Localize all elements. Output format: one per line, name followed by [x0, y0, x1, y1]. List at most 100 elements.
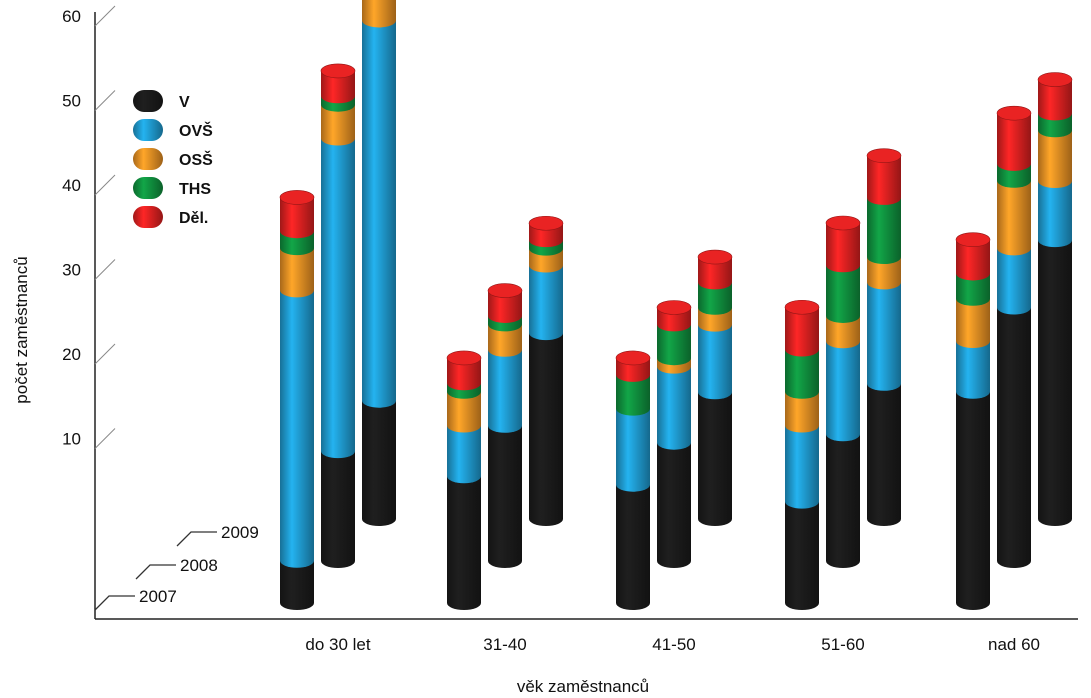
legend-swatch — [133, 119, 163, 141]
y-tick-label: 60 — [62, 7, 81, 26]
y-tick-mark — [94, 174, 116, 196]
bar-segment-d-l-do-30-let-2007: Děl. do 30 let 2007: 4 — [280, 197, 314, 239]
bar-segment-d-l-31-40-2008: Děl. 31-40 2008: 3 — [488, 290, 522, 323]
y-tick-label: 50 — [62, 92, 81, 111]
bar-cap-51-60-2008 — [825, 215, 861, 231]
bar-cap-nad-60-2007 — [955, 232, 991, 247]
bar-segment-v-31-40-2009: V 31-40 2009: 22 — [529, 333, 563, 526]
bar-segment-d-l-51-60-2007: Děl. 51-60 2007: 5 — [785, 307, 819, 357]
bar-segment-os-nad-60-2007: OSŠ nad 60 2007: 5 — [956, 298, 990, 349]
x-tick-label-do-30-let: do 30 let — [305, 635, 370, 654]
bar-segment-v-31-40-2008: V 31-40 2008: 16 — [488, 425, 522, 568]
bar-segment-ths-41-50-2007: THS 41-50 2007: 4 — [616, 374, 650, 416]
bar-31-40-2009: V 31-40 2009: 22OVŠ 31-40 2009: 8OSŠ 31-… — [528, 215, 564, 526]
bar-segment-ov-nad-60-2008: OVŠ nad 60 2008: 7 — [997, 248, 1031, 315]
bar-segment-d-l-nad-60-2009: Děl. nad 60 2009: 4 — [1038, 79, 1072, 121]
bar-nad-60-2009: V nad 60 2009: 33OVŠ nad 60 2009: 7OSŠ n… — [1037, 72, 1073, 526]
bar-do-30-let-2009: V do 30 let 2009: 14OVŠ do 30 let 2009: … — [362, 0, 396, 526]
x-tick-label-31-40: 31-40 — [483, 635, 526, 654]
bar-segment-os-do-30-let-2009: OSŠ do 30 let 2009: 5 — [362, 0, 396, 28]
legend-label: V — [179, 94, 190, 111]
bar-cap-do-30-let-2007 — [279, 190, 315, 205]
bar-segment-os-31-40-2007: OSŠ 31-40 2007: 4 — [447, 391, 481, 433]
bar-segment-ths-41-50-2009: THS 41-50 2009: 3 — [698, 282, 732, 315]
y-tick-label: 10 — [62, 430, 81, 449]
bar-cap-41-50-2008 — [656, 300, 692, 315]
bar-nad-60-2007: V nad 60 2007: 25OVŠ nad 60 2007: 6OSŠ n… — [955, 232, 991, 610]
bar-segment-v-51-60-2008: V 51-60 2008: 15 — [826, 434, 860, 568]
y-tick-label: 40 — [62, 176, 81, 195]
bar-segment-v-nad-60-2007: V nad 60 2007: 25 — [956, 391, 990, 610]
bar-segment-d-l-nad-60-2007: Děl. nad 60 2007: 4 — [956, 239, 990, 281]
bar-segment-os-51-60-2007: OSŠ 51-60 2007: 4 — [785, 391, 819, 433]
bar-segment-ov-51-60-2009: OVŠ 51-60 2009: 12 — [867, 282, 901, 391]
bar-segment-d-l-51-60-2009: Děl. 51-60 2009: 5 — [867, 155, 901, 205]
bar-segment-os-do-30-let-2007: OSŠ do 30 let 2007: 5 — [280, 248, 314, 298]
bar-segment-v-41-50-2008: V 41-50 2008: 14 — [657, 442, 691, 568]
y-tick-mark — [94, 5, 116, 27]
bar-segment-os-nad-60-2008: OSŠ nad 60 2008: 8 — [997, 180, 1031, 256]
bar-segment-v-nad-60-2009: V nad 60 2009: 33 — [1038, 240, 1072, 526]
year-axis-line — [94, 595, 135, 611]
bar-segment-v-do-30-let-2007: V do 30 let 2007: 5 — [280, 560, 314, 610]
legend-label: OVŠ — [179, 121, 213, 140]
bar-segment-v-51-60-2009: V 51-60 2009: 16 — [867, 383, 901, 526]
bar-segment-v-31-40-2007: V 31-40 2007: 15 — [447, 476, 481, 610]
legend-item-v: V — [133, 90, 190, 112]
bar-segment-ov-51-60-2007: OVŠ 51-60 2007: 9 — [785, 425, 819, 509]
legend-swatch — [133, 177, 163, 199]
bar-segment-d-l-do-30-let-2008: Děl. do 30 let 2008: 3 — [321, 70, 355, 104]
legend: V OVŠ OSŠ THS Děl. — [133, 90, 213, 228]
y-tick-label: 20 — [62, 345, 81, 364]
bar-segment-ths-nad-60-2007: THS nad 60 2007: 3 — [956, 273, 990, 306]
bar-do-30-let-2007: V do 30 let 2007: 5OVŠ do 30 let 2007: 3… — [279, 190, 315, 610]
bar-segment-ov-do-30-let-2008: OVŠ do 30 let 2008: 37 — [321, 138, 355, 459]
axes: 10 20 30 40 50 60 do 30 let 31-40 41-50 51-60 nad … — [62, 5, 1078, 654]
legend-item-d-l: Děl. — [133, 206, 208, 228]
legend-swatch — [133, 148, 163, 170]
bar-cap-do-30-let-2008 — [320, 63, 356, 79]
year-label-2007: 2007 — [139, 587, 177, 606]
bar-51-60-2007: V 51-60 2007: 12OVŠ 51-60 2007: 9OSŠ 51-… — [784, 299, 820, 610]
bar-41-50-2009: V 41-50 2009: 15OVŠ 41-50 2009: 8OSŠ 41-… — [697, 249, 733, 526]
x-tick-label-nad-60: nad 60 — [988, 635, 1040, 654]
x-tick-label-51-60: 51-60 — [821, 635, 864, 654]
y-tick-mark — [94, 343, 116, 365]
bar-cap-nad-60-2009 — [1037, 72, 1073, 87]
bar-segment-ov-51-60-2008: OVŠ 51-60 2008: 11 — [826, 341, 860, 442]
bar-segment-ov-41-50-2007: OVŠ 41-50 2007: 9 — [616, 408, 650, 492]
bar-segment-os-31-40-2008: OSŠ 31-40 2008: 3 — [488, 324, 522, 357]
y-tick-mark — [94, 428, 116, 449]
x-axis-title: věk zaměstnanců — [517, 677, 649, 696]
y-axis-title: počet zaměstnanců — [12, 256, 31, 403]
bar-51-60-2009: V 51-60 2009: 16OVŠ 51-60 2009: 12OSŠ 51… — [866, 148, 902, 526]
bar-segment-ov-do-30-let-2007: OVŠ do 30 let 2007: 32 — [280, 290, 314, 568]
bar-segment-v-51-60-2007: V 51-60 2007: 12 — [785, 501, 819, 610]
bar-31-40-2008: V 31-40 2008: 16OVŠ 31-40 2008: 9OSŠ 31-… — [487, 283, 523, 568]
bar-cap-41-50-2009 — [697, 249, 733, 265]
bar-41-50-2008: V 41-50 2008: 14OVŠ 41-50 2008: 9OSŠ 41-… — [656, 300, 692, 568]
bar-segment-ths-41-50-2008: THS 41-50 2008: 4 — [657, 324, 691, 366]
legend-item-ths: THS — [133, 177, 211, 199]
bar-segment-ths-51-60-2007: THS 51-60 2007: 5 — [785, 349, 819, 399]
y-tick-mark — [94, 259, 116, 280]
x-tick-label-41-50: 41-50 — [652, 635, 695, 654]
legend-label: OSŠ — [179, 150, 213, 169]
bar-segment-ths-51-60-2008: THS 51-60 2008: 6 — [826, 265, 860, 323]
bar-do-30-let-2008: V do 30 let 2008: 13OVŠ do 30 let 2008: … — [320, 63, 356, 568]
bar-nad-60-2008: V nad 60 2008: 30OVŠ nad 60 2008: 7OSŠ n… — [996, 105, 1032, 568]
bar-segment-ov-nad-60-2007: OVŠ nad 60 2007: 6 — [956, 341, 990, 399]
bar-segment-d-l-31-40-2007: Děl. 31-40 2007: 3 — [447, 357, 481, 391]
bar-cap-31-40-2008 — [487, 283, 523, 298]
legend-label: THS — [179, 181, 211, 198]
bar-segment-os-nad-60-2009: OSŠ nad 60 2009: 6 — [1038, 130, 1072, 188]
bar-cap-41-50-2007 — [615, 350, 651, 366]
year-axis-line — [176, 531, 217, 547]
legend-swatch — [133, 90, 163, 112]
bar-cap-nad-60-2008 — [996, 105, 1032, 121]
year-label-2009: 2009 — [221, 523, 259, 542]
bar-segment-d-l-51-60-2008: Děl. 51-60 2008: 5 — [826, 223, 860, 273]
bar-cap-31-40-2007 — [446, 350, 482, 366]
bar-segment-os-51-60-2008: OSŠ 51-60 2008: 3 — [826, 315, 860, 349]
bar-cap-51-60-2007 — [784, 299, 820, 315]
